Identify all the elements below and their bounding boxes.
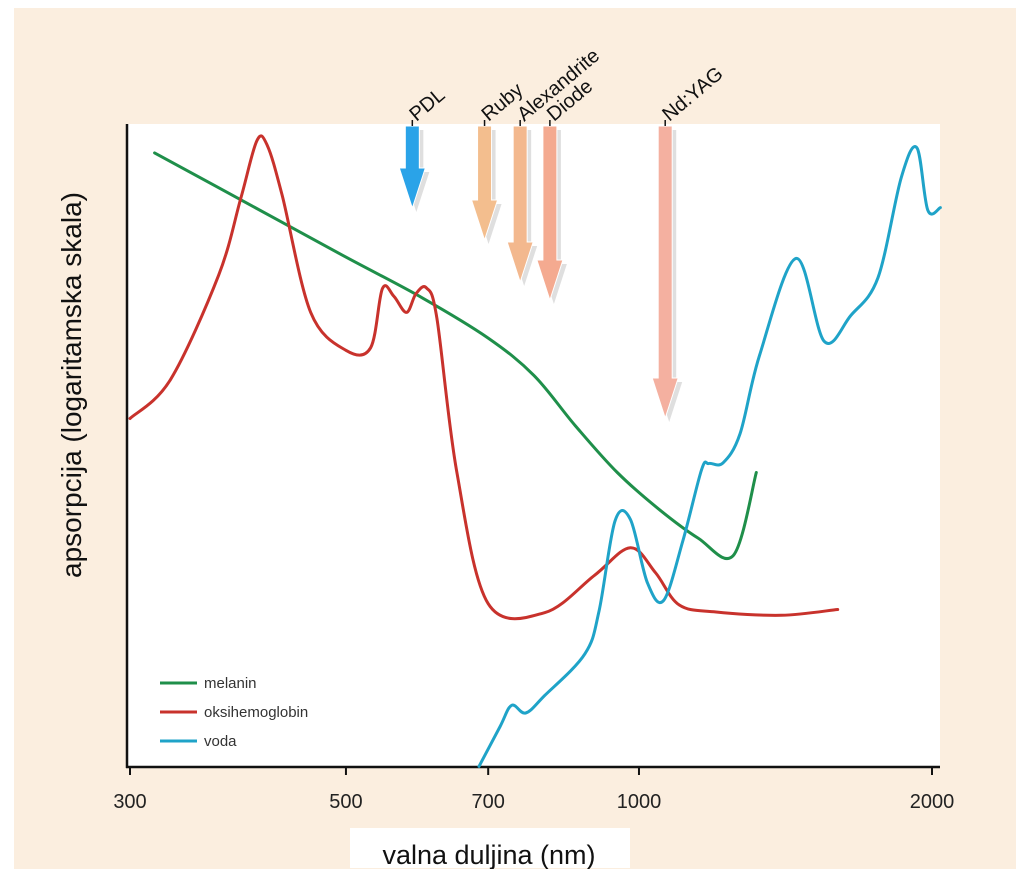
y-axis-label: apsorpcija (logaritamska skala) bbox=[56, 192, 87, 578]
x-tick-label: 1000 bbox=[617, 791, 662, 813]
x-tick-label: 700 bbox=[472, 791, 505, 813]
legend-label: melanin bbox=[204, 675, 257, 692]
series-line-melanin bbox=[153, 151, 758, 560]
x-tick-label: 500 bbox=[329, 791, 362, 813]
series-line-voda bbox=[477, 145, 942, 768]
plot-area bbox=[127, 124, 940, 767]
legend: melanin oksihemoglobin voda bbox=[160, 675, 308, 750]
x-tick-label: 300 bbox=[113, 791, 146, 813]
legend-label: oksihemoglobin bbox=[204, 704, 308, 721]
laser-arrow-ruby: Ruby bbox=[470, 79, 528, 244]
outer-background bbox=[14, 8, 1016, 869]
legend-label: voda bbox=[204, 733, 237, 750]
x-tick-label: 2000 bbox=[910, 791, 955, 813]
series-line-oksihemoglobin bbox=[128, 134, 840, 621]
x-axis-label: valna duljina (nm) bbox=[382, 840, 595, 869]
